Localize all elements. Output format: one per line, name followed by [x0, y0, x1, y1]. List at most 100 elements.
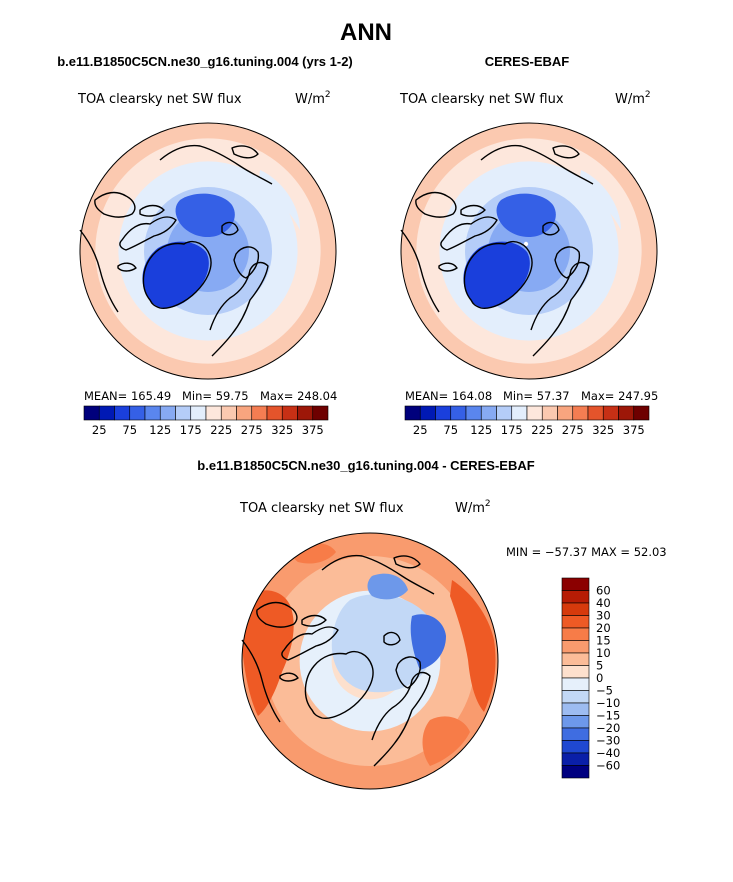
colorbar-tick-label: 125 — [470, 423, 492, 437]
colorbar-swatch — [618, 405, 635, 421]
coast-scandinavia — [554, 246, 581, 279]
stat-mean: MEAN= 164.08 — [405, 389, 492, 403]
coast-siberia — [321, 554, 435, 595]
colorbar-swatch — [129, 405, 146, 421]
colorbar-tick-label: 30 — [596, 609, 611, 623]
colorbar-swatch — [561, 652, 590, 666]
panel-difference: b.e11.B1850C5CN.ne30_g16.tuning.004 - CE… — [197, 458, 667, 790]
colorbar-tick-label: 175 — [501, 423, 523, 437]
map-boundary — [241, 532, 499, 790]
colorbar-tick-label: −20 — [596, 721, 620, 735]
siberia-warm-blob — [579, 170, 621, 230]
coast-europe — [371, 671, 431, 767]
colorbar-tick-label: 25 — [413, 423, 428, 437]
coast-svalbard — [383, 631, 401, 646]
colorbar-swatch — [561, 590, 590, 604]
colorbar-swatch — [561, 727, 590, 741]
colorbar-swatch — [561, 665, 590, 679]
colorbar-tick-label: 375 — [623, 423, 645, 437]
colorbar-swatch — [175, 405, 192, 421]
coast-greenland — [304, 650, 374, 719]
warm-patch-south — [422, 716, 470, 766]
variable-label: TOA clearsky net SW flux — [77, 92, 242, 107]
colorbar-swatch — [561, 627, 590, 641]
cool-patch-kara — [410, 614, 446, 670]
colorbar-swatch — [236, 405, 253, 421]
colorbar-tick-label: 5 — [596, 659, 603, 673]
colorbar-swatch — [561, 740, 590, 754]
colorbar-tick-label: 75 — [122, 423, 137, 437]
colorbar-swatch — [541, 405, 558, 421]
coast-siberia — [480, 144, 594, 185]
colorbar-swatch — [83, 405, 100, 421]
colorbar-swatch — [561, 752, 590, 766]
siberia-warm-blob — [258, 170, 300, 230]
colorbar-tick-label: 225 — [531, 423, 553, 437]
colorbar-swatch — [159, 405, 176, 421]
stat-max: Max= 248.04 — [260, 389, 337, 403]
colorbar-swatch — [251, 405, 268, 421]
colorbar-swatch — [496, 405, 513, 421]
colorbar-tick-label: 0 — [596, 671, 603, 685]
warm-patch-east — [450, 580, 496, 712]
coast-north-america — [79, 191, 136, 313]
colorbar-swatch — [98, 405, 115, 421]
map-boundary — [79, 122, 337, 380]
colorbar-swatch — [465, 405, 482, 421]
colorbar-swatch — [561, 715, 590, 729]
colorbar-swatch — [450, 405, 467, 421]
colorbar-swatch — [266, 405, 283, 421]
greenland-blob — [142, 241, 209, 309]
variable-label: TOA clearsky net SW flux — [239, 501, 404, 516]
greenland-blob — [463, 241, 530, 309]
coast-svalbard — [542, 221, 560, 236]
coast-canadian-arctic — [117, 204, 177, 272]
units-base: W/m — [455, 501, 485, 516]
units-exponent: 2 — [485, 499, 491, 509]
panel-heading: CERES-EBAF — [485, 54, 570, 69]
colorbar-tick-label: 25 — [92, 423, 107, 437]
colorbar-tick-label: −5 — [596, 684, 613, 698]
colorbar-tick-label: −10 — [596, 696, 620, 710]
colorbar: 25 75 125 175 225 275 325 375 — [83, 405, 329, 437]
colorbar-swatch — [190, 405, 207, 421]
colorbar-swatch — [633, 405, 650, 421]
colorbar-tick-label: 325 — [592, 423, 614, 437]
colorbar-swatch — [205, 405, 222, 421]
panel-heading: b.e11.B1850C5CN.ne30_g16.tuning.004 (yrs… — [57, 54, 353, 69]
colorbar-tick-label: 10 — [596, 646, 611, 660]
coast-scandinavia — [395, 656, 422, 689]
colorbar-swatch — [480, 405, 497, 421]
stat-max: Max= 247.95 — [581, 389, 658, 403]
cool-patch-laptev — [367, 573, 408, 600]
colorbar-swatch — [144, 405, 161, 421]
colorbar-swatch — [561, 702, 590, 716]
colorbar-tick-label: −60 — [596, 759, 620, 773]
colorbar-tick-label: 75 — [443, 423, 458, 437]
colorbar-swatch — [281, 405, 298, 421]
colorbar-tick-label: 175 — [180, 423, 202, 437]
map-boundary — [400, 122, 658, 380]
colorbar-tick-label: 375 — [302, 423, 324, 437]
central-arctic-blob — [175, 193, 235, 238]
coast-greenland — [142, 240, 212, 309]
stat-min: Min= 57.37 — [503, 389, 570, 403]
units-base: W/m — [295, 92, 325, 107]
colorbar-swatch — [561, 577, 590, 591]
colorbar-tick-label: −40 — [596, 746, 620, 760]
colorbar: 25 75 125 175 225 275 325 375 — [404, 405, 650, 437]
coast-siberia — [159, 144, 273, 185]
units-label: W/m2 — [455, 499, 491, 516]
colorbar-swatch — [561, 615, 590, 629]
coast-canadian-arctic — [279, 614, 339, 682]
colorbar-swatch — [511, 405, 528, 421]
colorbar-swatch — [435, 405, 452, 421]
colorbar-swatch — [220, 405, 237, 421]
coast-svalbard — [221, 221, 239, 236]
colorbar-swatch — [561, 690, 590, 704]
colorbar-swatch — [561, 765, 590, 779]
coast-europe — [209, 261, 269, 357]
warm-patch-west — [242, 590, 294, 716]
